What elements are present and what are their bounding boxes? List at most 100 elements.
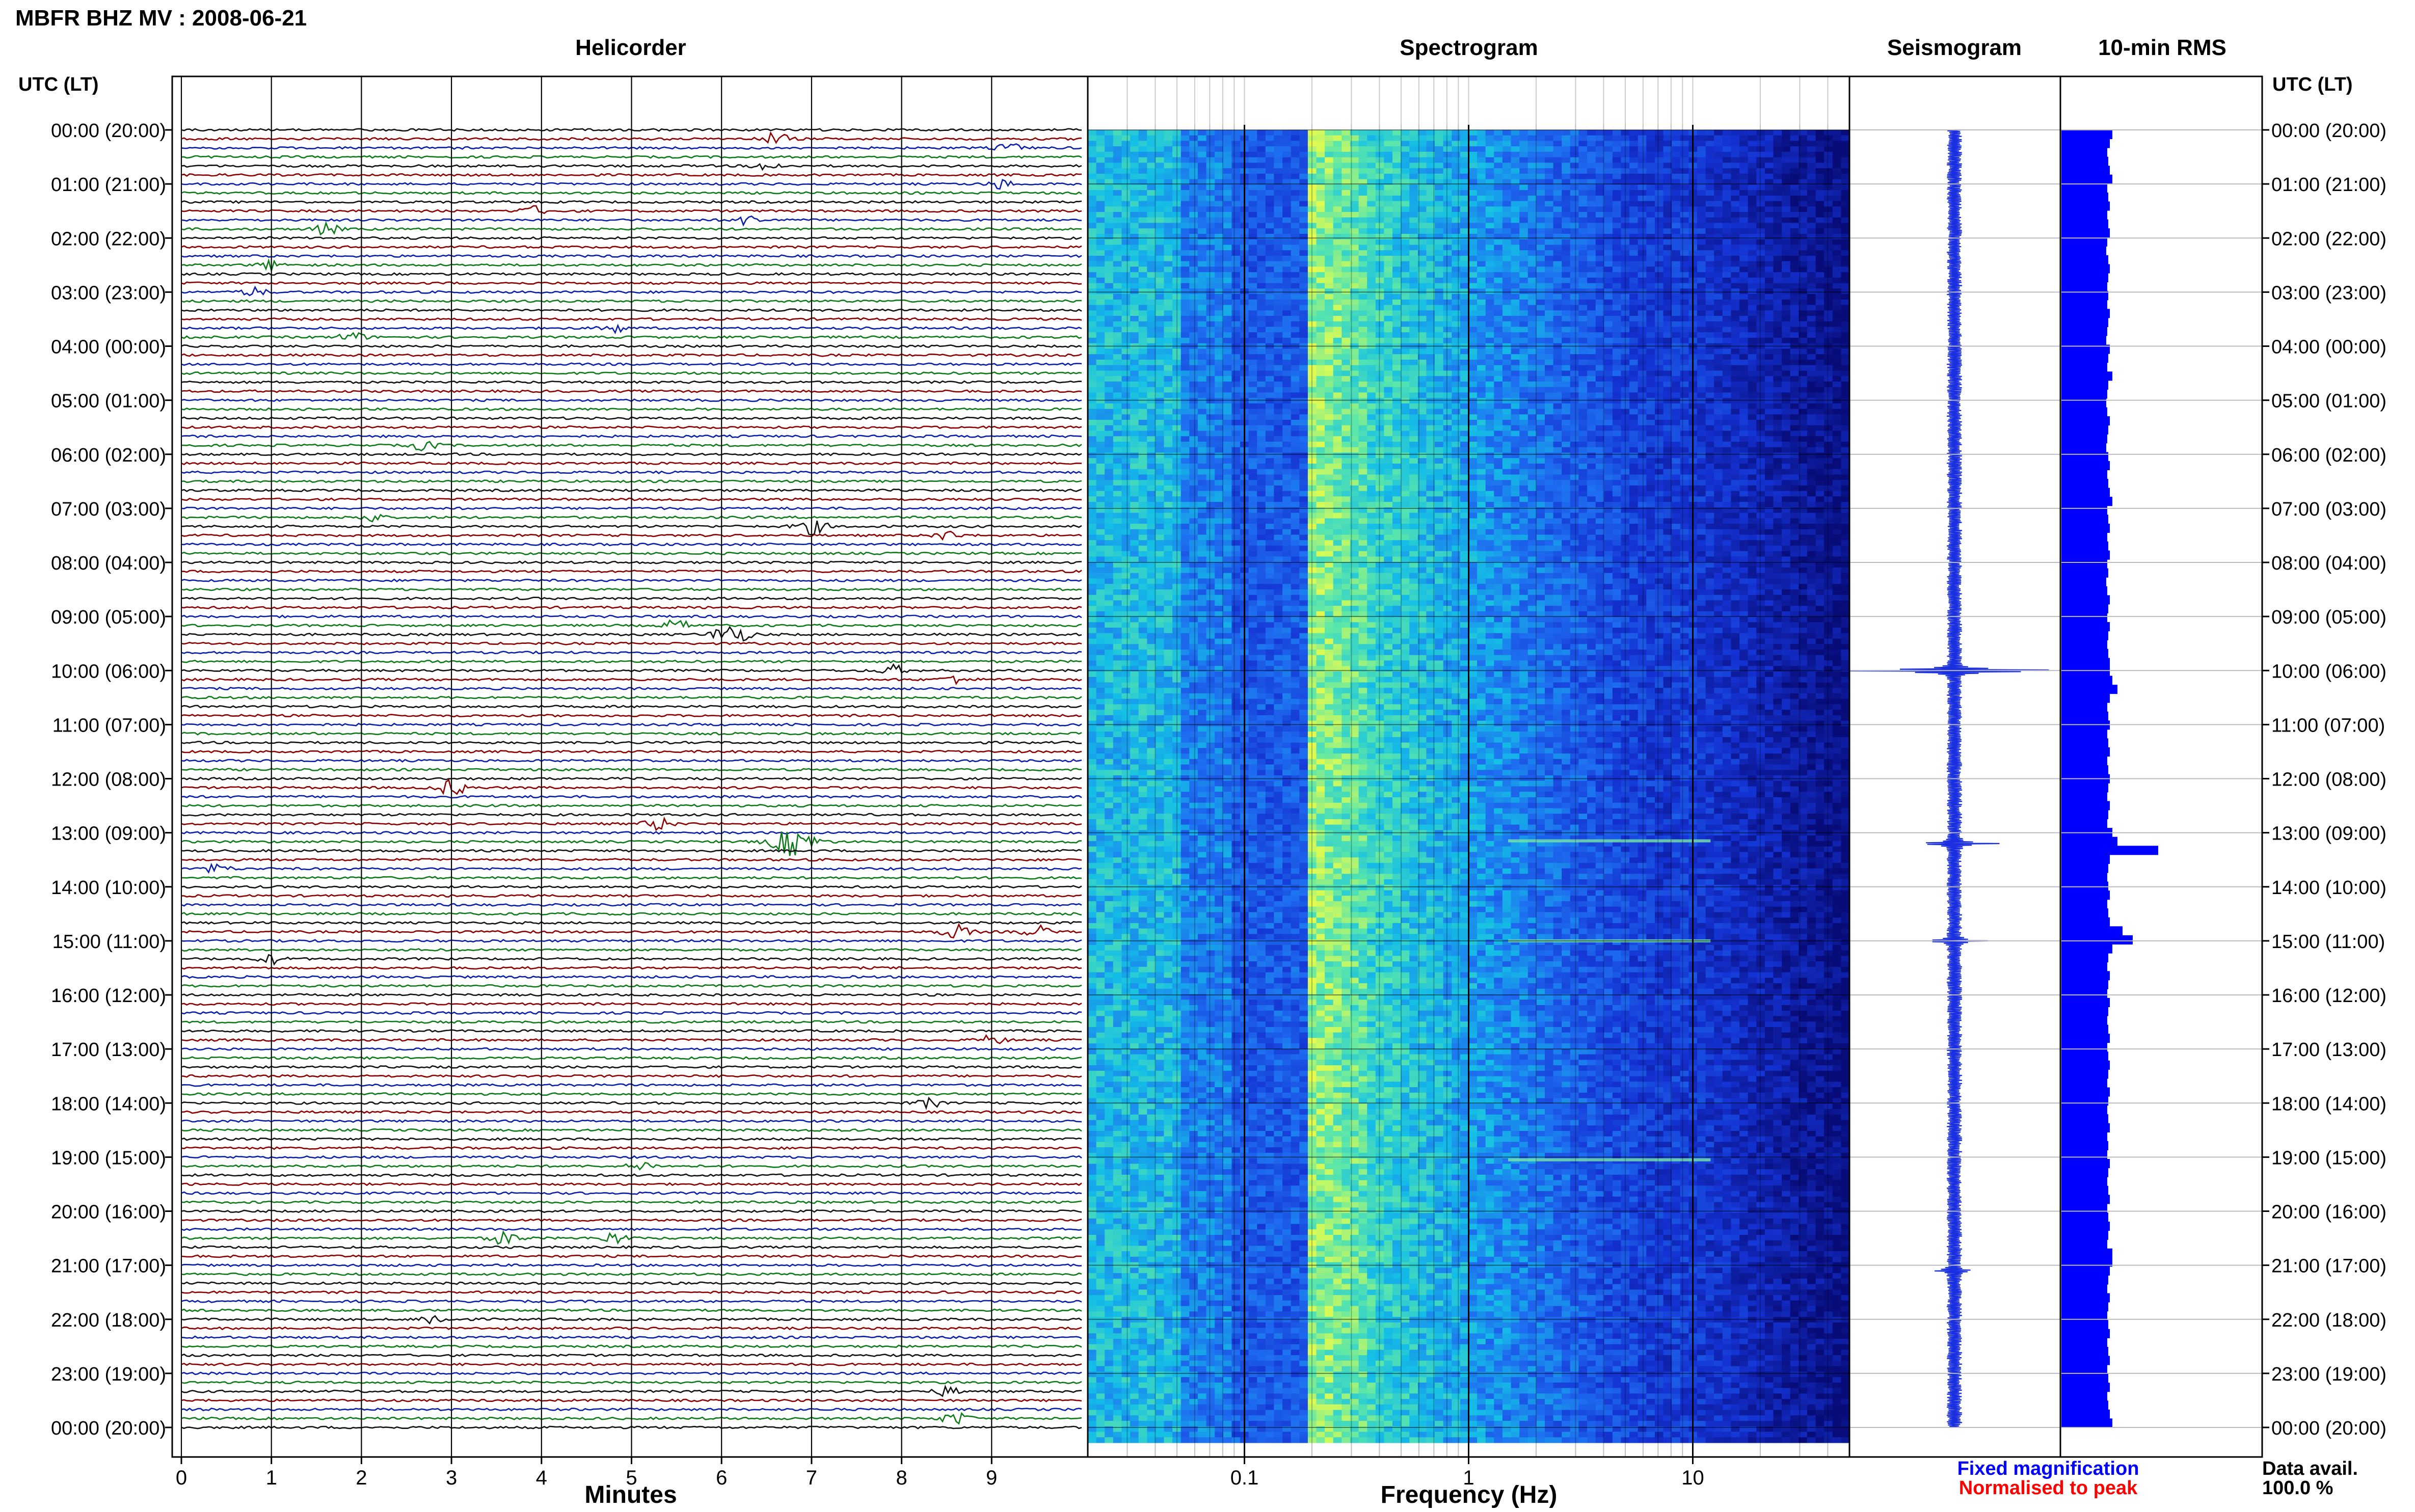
spectrogram-cell — [1121, 387, 1130, 393]
spectrogram-cell — [1680, 136, 1689, 141]
spectrogram-cell — [1553, 278, 1562, 283]
spectrogram-cell — [1096, 174, 1105, 179]
spectrogram-cell — [1646, 392, 1655, 398]
spectrogram-cell — [1697, 141, 1706, 147]
spectrogram-cell — [1282, 300, 1291, 305]
spectrogram-cell — [1231, 250, 1240, 256]
spectrogram-cell — [1511, 409, 1520, 415]
spectrogram-cell — [1317, 376, 1325, 382]
spectrogram-cell — [1807, 288, 1816, 294]
spectrogram-cell — [1629, 212, 1638, 218]
spectrogram-cell — [1325, 136, 1333, 141]
spectrogram-cell — [1553, 338, 1562, 343]
spectrogram-cell — [1807, 250, 1816, 256]
spectrogram-cell — [1697, 190, 1706, 196]
spectrogram-cell — [1274, 354, 1282, 360]
spectrogram-cell — [1257, 382, 1266, 387]
spectrogram-cell — [1528, 305, 1537, 311]
spectrogram-cell — [1164, 349, 1173, 355]
spectrogram-cell — [1469, 288, 1478, 294]
spectrogram-cell — [1282, 245, 1291, 251]
spectrogram-cell — [1833, 272, 1841, 278]
spectrogram-cell — [1638, 201, 1647, 207]
spectrogram-cell — [1130, 250, 1139, 256]
spectrogram-cell — [1231, 425, 1240, 431]
spectrogram-cell — [1443, 382, 1452, 387]
spectrogram-cell — [1282, 163, 1291, 168]
spectrogram-cell — [1164, 218, 1173, 223]
spectrogram-cell — [1231, 354, 1240, 360]
spectrogram-cell — [1139, 365, 1147, 371]
spectrogram-cell — [1274, 190, 1282, 196]
spectrogram-cell — [1341, 261, 1350, 267]
spectrogram-cell — [1291, 360, 1300, 365]
spectrogram-cell — [1341, 288, 1350, 294]
spectrogram-cell — [1164, 261, 1173, 267]
spectrogram-cell — [1655, 371, 1663, 376]
spectrogram-cell — [1139, 409, 1147, 415]
spectrogram-cell — [1113, 414, 1122, 420]
spectrogram-cell — [1088, 409, 1096, 415]
spectrogram-cell — [1646, 360, 1655, 365]
spectrogram-cell — [1782, 266, 1790, 272]
spectrogram-cell — [1756, 360, 1765, 365]
spectrogram-cell — [1672, 382, 1680, 387]
spectrogram-cell — [1680, 266, 1689, 272]
spectrogram-cell — [1401, 266, 1410, 272]
spectrogram-cell — [1545, 338, 1553, 343]
spectrogram-cell — [1367, 354, 1376, 360]
spectrogram-cell — [1105, 305, 1113, 311]
spectrogram-cell — [1545, 425, 1553, 431]
spectrogram-cell — [1384, 234, 1392, 239]
spectrogram-cell — [1782, 392, 1790, 398]
spectrogram-cell — [1164, 425, 1173, 431]
spectrogram-cell — [1359, 163, 1367, 168]
spectrogram-cell — [1553, 190, 1562, 196]
spectrogram-cell — [1249, 174, 1257, 179]
spectrogram-cell — [1181, 398, 1190, 403]
spectrogram-cell — [1367, 305, 1376, 311]
spectrogram-cell — [1384, 305, 1392, 311]
spectrogram-cell — [1765, 387, 1774, 393]
spectrogram-cell — [1486, 338, 1494, 343]
spectrogram-cell — [1502, 239, 1511, 245]
spectrogram-cell — [1341, 300, 1350, 305]
spectrogram-cell — [1384, 327, 1392, 333]
spectrogram-cell — [1113, 365, 1122, 371]
spectrogram-cell — [1714, 360, 1723, 365]
spectrogram-cell — [1359, 300, 1367, 305]
spectrogram-cell — [1156, 387, 1164, 393]
spectrogram-cell — [1325, 382, 1333, 387]
spectrogram-cell — [1409, 387, 1418, 393]
spectrogram-cell — [1105, 163, 1113, 168]
spectrogram-cell — [1121, 409, 1130, 415]
spectrogram-cell — [1274, 431, 1282, 437]
spectrogram-cell — [1536, 190, 1545, 196]
spectrogram-cell — [1121, 354, 1130, 360]
spectrogram-cell — [1376, 327, 1384, 333]
spectrogram-cell — [1231, 174, 1240, 179]
spectrogram-cell — [1282, 398, 1291, 403]
spectrogram-cell — [1376, 425, 1384, 431]
spectrogram-cell — [1198, 403, 1206, 409]
spectrogram-cell — [1824, 184, 1833, 190]
spectrogram-cell — [1325, 354, 1333, 360]
spectrogram-cell — [1333, 321, 1342, 327]
spectrogram-cell — [1731, 316, 1739, 321]
spectrogram-cell — [1545, 283, 1553, 289]
spectrogram-cell — [1359, 234, 1367, 239]
spectrogram-cell — [1604, 190, 1613, 196]
spectrogram-cell — [1266, 141, 1274, 147]
spectrogram-cell — [1333, 234, 1342, 239]
spectrogram-cell — [1816, 332, 1824, 338]
spectrogram-cell — [1502, 196, 1511, 201]
spectrogram-cell — [1189, 283, 1198, 289]
spectrogram-cell — [1587, 332, 1596, 338]
spectrogram-cell — [1697, 223, 1706, 229]
spectrogram-cell — [1697, 201, 1706, 207]
spectrogram-cell — [1604, 201, 1613, 207]
spectrogram-cell — [1460, 349, 1469, 355]
spectrogram-cell — [1291, 184, 1300, 190]
spectrogram-cell — [1841, 338, 1849, 343]
spectrogram-cell — [1113, 376, 1122, 382]
